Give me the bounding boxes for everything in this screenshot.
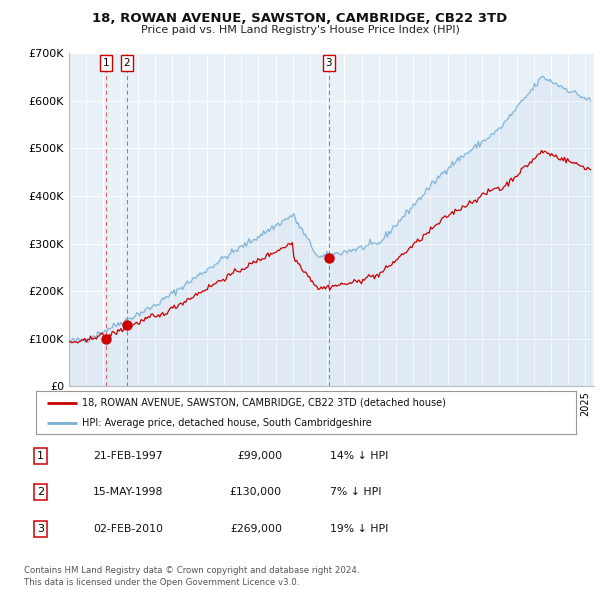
Text: £130,000: £130,000 bbox=[230, 487, 282, 497]
Text: Contains HM Land Registry data © Crown copyright and database right 2024.
This d: Contains HM Land Registry data © Crown c… bbox=[24, 566, 359, 587]
Text: 1: 1 bbox=[103, 58, 109, 68]
Text: 15-MAY-1998: 15-MAY-1998 bbox=[93, 487, 163, 497]
Text: 3: 3 bbox=[325, 58, 332, 68]
Text: 14% ↓ HPI: 14% ↓ HPI bbox=[330, 451, 388, 461]
Text: 18, ROWAN AVENUE, SAWSTON, CAMBRIDGE, CB22 3TD: 18, ROWAN AVENUE, SAWSTON, CAMBRIDGE, CB… bbox=[92, 12, 508, 25]
Text: 1: 1 bbox=[37, 451, 44, 461]
Text: 2: 2 bbox=[124, 58, 130, 68]
Text: 7% ↓ HPI: 7% ↓ HPI bbox=[330, 487, 382, 497]
Text: HPI: Average price, detached house, South Cambridgeshire: HPI: Average price, detached house, Sout… bbox=[82, 418, 371, 428]
Text: 2: 2 bbox=[37, 487, 44, 497]
Text: 3: 3 bbox=[37, 524, 44, 534]
Text: 21-FEB-1997: 21-FEB-1997 bbox=[93, 451, 163, 461]
Text: 19% ↓ HPI: 19% ↓ HPI bbox=[330, 524, 388, 534]
Text: £269,000: £269,000 bbox=[230, 524, 282, 534]
Text: Price paid vs. HM Land Registry's House Price Index (HPI): Price paid vs. HM Land Registry's House … bbox=[140, 25, 460, 35]
Text: 02-FEB-2010: 02-FEB-2010 bbox=[93, 524, 163, 534]
Text: 18, ROWAN AVENUE, SAWSTON, CAMBRIDGE, CB22 3TD (detached house): 18, ROWAN AVENUE, SAWSTON, CAMBRIDGE, CB… bbox=[82, 398, 446, 408]
Text: £99,000: £99,000 bbox=[237, 451, 282, 461]
